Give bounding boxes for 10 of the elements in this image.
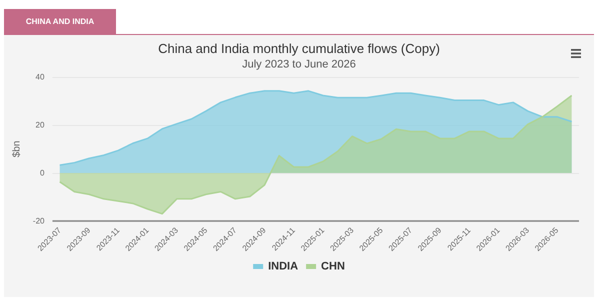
y-axis-title: $bn xyxy=(12,140,22,158)
legend-label: INDIA xyxy=(268,260,298,272)
chart-title: China and India monthly cumulative flows (Copy) xyxy=(158,41,440,56)
y-tick-label: 40 xyxy=(36,72,46,82)
y-tick-label: 0 xyxy=(40,168,46,178)
y-tick-label: -20 xyxy=(32,216,46,226)
y-tick-label: 20 xyxy=(36,120,46,130)
text: CHINA AND INDIA xyxy=(4,9,116,34)
chart-subtitle: July 2023 to June 2026 xyxy=(242,58,356,70)
legend-label: CHN xyxy=(321,260,345,272)
